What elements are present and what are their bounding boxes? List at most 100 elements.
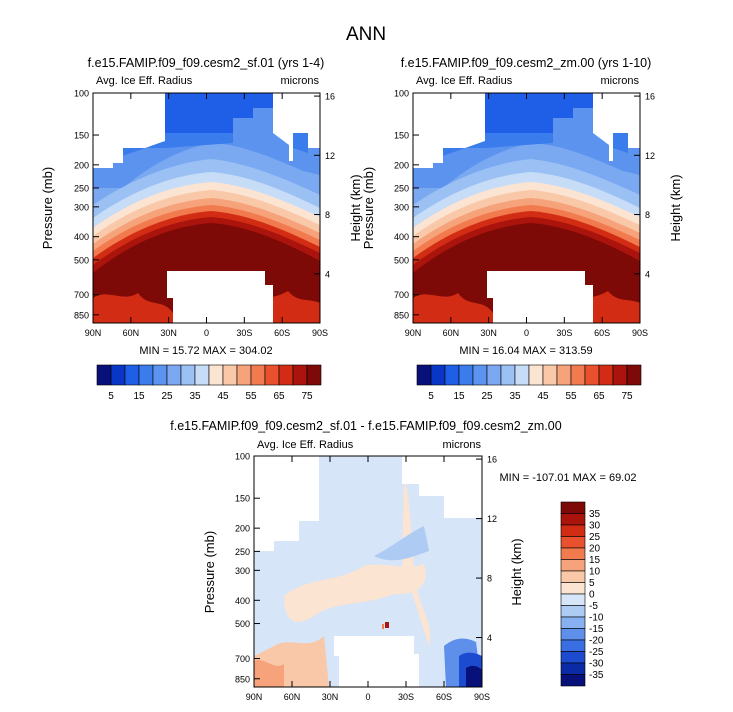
x-tick-label: 90N [246,692,263,702]
x-tick-label: 60S [594,328,610,338]
colorbar-label: 45 [537,391,549,402]
y2-tick-label: 16 [325,92,335,102]
y-axis-label: Pressure (mb) [40,167,55,249]
y-tick-label: 150 [394,131,409,141]
colorbar-swatch [152,364,168,386]
y2-tick-label: 12 [487,514,497,524]
colorbar-label: -15 [589,624,604,635]
colorbar-swatch [416,364,432,386]
y-tick-label: 100 [74,89,89,99]
x-tick-label: 60N [443,328,460,338]
colorbar-b: 5 15 25 35 45 55 65 75 [416,364,642,402]
colorbar-label: 5 [428,391,434,402]
colorbar-label: 65 [273,391,285,402]
colorbar-label: 15 [589,555,601,566]
y-tick-label: 400 [235,596,250,606]
x-tick-label: 30N [160,328,177,338]
y-tick-label: 200 [235,524,250,534]
colorbar-swatch [560,593,586,606]
colorbar-label: 5 [589,578,595,589]
heatmap-field [93,93,320,323]
units-label: microns [442,439,481,451]
y-tick-label: 850 [74,310,89,320]
x-tick-label: 60N [123,328,140,338]
colorbar-label: 25 [481,391,493,402]
colorbar-label: 55 [565,391,577,402]
y-tick-label: 400 [394,232,409,242]
colorbar-label: 65 [593,391,605,402]
x-tick-label: 90N [405,328,422,338]
colorbar-label: 25 [161,391,173,402]
axes-panel-0: 100 150 200 250 300 400 500 700 850 16 12 8 4 90N 60N 3… [74,89,335,339]
x-tick-label: 0 [524,328,529,338]
colorbar-swatch [444,364,460,386]
variable-label: Avg. Ice Eff. Radius [257,439,354,451]
y2-tick-label: 12 [645,151,655,161]
colorbar-label: 55 [245,391,257,402]
y-tick-label: 700 [235,654,250,664]
colorbar-swatch [306,364,322,386]
heatmap-field [254,456,482,687]
colorbar-swatch [560,639,586,652]
colorbar-swatch [560,582,586,595]
y-tick-label: 500 [74,255,89,265]
x-tick-label: 90N [85,328,102,338]
colorbar-a: 5 15 25 35 45 55 65 75 [96,364,322,402]
colorbar-swatch [236,364,252,386]
y2-axis-label: Height (km) [509,538,524,605]
y-tick-label: 300 [394,202,409,212]
y-tick-label: 200 [394,160,409,170]
colorbar-label: 45 [217,391,229,402]
colorbar-swatch [542,364,558,386]
y-tick-label: 700 [74,290,89,300]
y2-axis-label: Height (km) [348,174,363,241]
min-max-stats: MIN = -107.01 MAX = 69.02 [500,472,637,484]
y2-axis-label: Height (km) [668,174,683,241]
colorbar-swatch [180,364,196,386]
x-tick-label: 30N [480,328,497,338]
colorbar-label: -10 [589,613,604,624]
colorbar-label: -5 [589,601,598,612]
page-title: ANN [346,24,386,45]
colorbar-swatch [458,364,474,386]
colorbar-swatch [560,547,586,560]
y2-tick-label: 12 [325,151,335,161]
x-tick-label: 90S [312,328,328,338]
y-axis-label: Pressure (mb) [361,167,376,249]
y2-tick-label: 4 [645,269,650,279]
panel-title: f.e15.FAMIP.f09_f09.cesm2_sf.01 (yrs 1-4… [88,56,325,70]
panel-c: f.e15.FAMIP.f09_f09.cesm2_sf.01 - f.e15.… [170,419,637,688]
colorbar-swatch [626,364,642,386]
colorbar-swatch [556,364,572,386]
x-tick-label: 60S [436,692,452,702]
colorbar-swatch [560,651,586,664]
colorbar-swatch [278,364,294,386]
colorbar-label: 0 [589,590,595,601]
min-max-stats: MIN = 16.04 MAX = 313.59 [459,345,592,357]
panel-b: f.e15.FAMIP.f09_f09.cesm2_zm.00 (yrs 1-1… [361,56,683,357]
x-tick-label: 30S [398,692,414,702]
y-tick-label: 150 [74,131,89,141]
y-tick-label: 850 [235,674,250,684]
x-tick-label: 30N [322,692,339,702]
panel-title: f.e15.FAMIP.f09_f09.cesm2_sf.01 - f.e15.… [170,419,561,433]
colorbar-swatch [528,364,544,386]
min-max-stats: MIN = 15.72 MAX = 304.02 [139,345,272,357]
colorbar-swatch [166,364,182,386]
y2-tick-label: 8 [645,210,650,220]
colorbar-label: 15 [133,391,145,402]
x-tick-label: 30S [556,328,572,338]
colorbar-label: 35 [589,509,601,520]
colorbar-label: 10 [589,567,601,578]
y-tick-label: 850 [394,310,409,320]
y-tick-label: 250 [394,183,409,193]
x-tick-label: 60N [284,692,301,702]
colorbar-swatch [560,513,586,526]
colorbar-label: 15 [453,391,465,402]
colorbar-swatch [96,364,112,386]
axes-panel-2: 100 150 200 250 300 400 500 700 850 16 12 8 4 90N 60N 3… [235,452,497,703]
colorbar-swatch [292,364,308,386]
x-tick-label: 0 [204,328,209,338]
